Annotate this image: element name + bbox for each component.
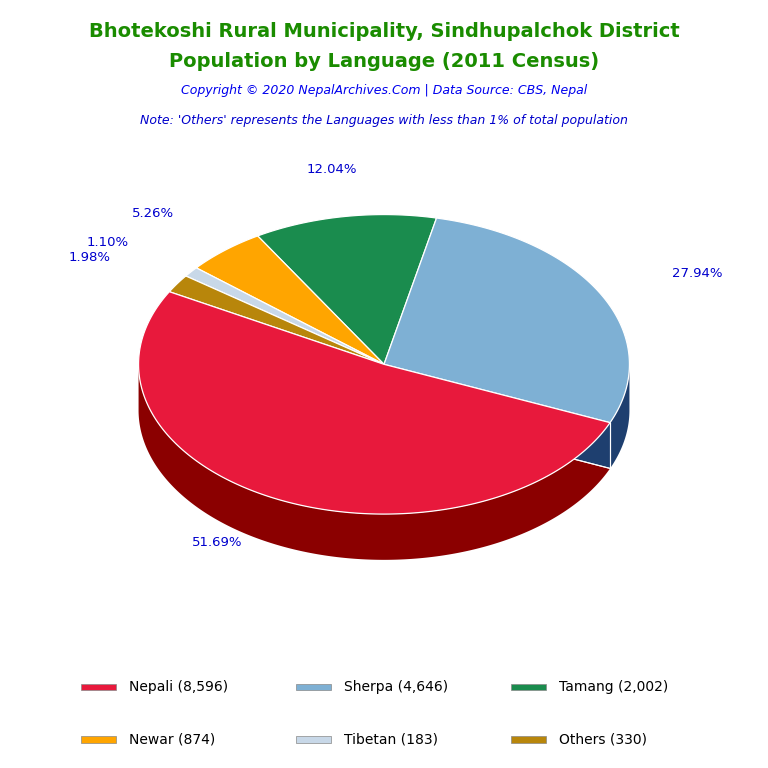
FancyBboxPatch shape [296,737,331,743]
Text: Note: 'Others' represents the Languages with less than 1% of total population: Note: 'Others' represents the Languages … [140,114,628,127]
Text: 12.04%: 12.04% [306,163,357,176]
Text: Bhotekoshi Rural Municipality, Sindhupalchok District: Bhotekoshi Rural Municipality, Sindhupal… [88,22,680,41]
Polygon shape [169,276,384,364]
Text: Nepali (8,596): Nepali (8,596) [129,680,228,694]
Polygon shape [197,236,384,364]
Text: Tibetan (183): Tibetan (183) [344,733,439,746]
FancyBboxPatch shape [81,737,116,743]
Polygon shape [138,292,610,514]
Polygon shape [384,364,610,468]
Text: Others (330): Others (330) [559,733,647,746]
Text: Sherpa (4,646): Sherpa (4,646) [344,680,449,694]
Text: 5.26%: 5.26% [132,207,174,220]
Text: Newar (874): Newar (874) [129,733,216,746]
Text: Population by Language (2011 Census): Population by Language (2011 Census) [169,52,599,71]
Text: 1.98%: 1.98% [69,251,111,264]
FancyBboxPatch shape [296,684,331,690]
Polygon shape [186,268,384,364]
FancyBboxPatch shape [511,737,546,743]
Polygon shape [258,214,436,364]
Polygon shape [610,365,630,468]
Text: 1.10%: 1.10% [87,236,129,249]
Polygon shape [138,366,610,560]
Text: Tamang (2,002): Tamang (2,002) [559,680,668,694]
FancyBboxPatch shape [511,684,546,690]
Text: Copyright © 2020 NepalArchives.Com | Data Source: CBS, Nepal: Copyright © 2020 NepalArchives.Com | Dat… [181,84,587,98]
Polygon shape [384,364,610,468]
Polygon shape [384,218,630,422]
Text: 27.94%: 27.94% [672,267,722,280]
FancyBboxPatch shape [81,684,116,690]
Text: 51.69%: 51.69% [192,535,242,548]
